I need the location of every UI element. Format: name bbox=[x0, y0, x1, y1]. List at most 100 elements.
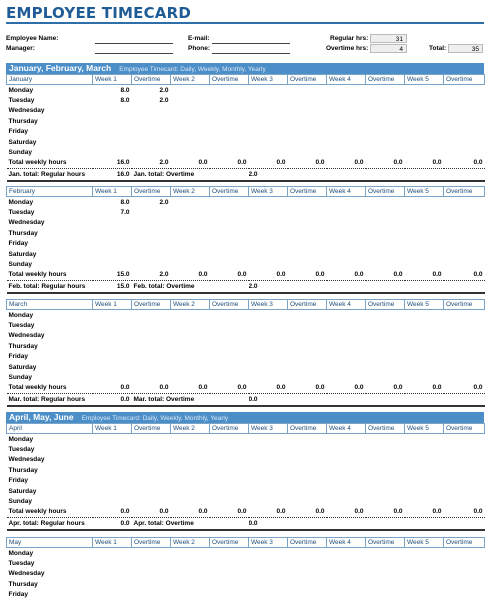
hours-cell[interactable] bbox=[405, 486, 444, 496]
hours-cell[interactable] bbox=[327, 228, 366, 238]
hours-cell[interactable] bbox=[210, 147, 249, 157]
hours-cell[interactable] bbox=[132, 127, 171, 137]
hours-cell[interactable] bbox=[444, 569, 485, 579]
hours-cell[interactable] bbox=[444, 218, 485, 228]
hours-cell[interactable] bbox=[210, 548, 249, 559]
hours-cell[interactable] bbox=[210, 362, 249, 372]
hours-cell[interactable] bbox=[171, 486, 210, 496]
hours-cell[interactable] bbox=[366, 465, 405, 475]
hours-cell[interactable] bbox=[249, 372, 288, 382]
hours-cell[interactable] bbox=[327, 320, 366, 330]
hours-cell[interactable] bbox=[249, 331, 288, 341]
hours-cell[interactable] bbox=[405, 590, 444, 600]
employee-name-field[interactable] bbox=[95, 43, 173, 44]
hours-cell[interactable] bbox=[444, 95, 485, 105]
hours-cell[interactable] bbox=[210, 239, 249, 249]
hours-cell[interactable] bbox=[444, 127, 485, 137]
hours-cell[interactable] bbox=[405, 455, 444, 465]
hours-cell[interactable] bbox=[444, 341, 485, 351]
hours-cell[interactable] bbox=[210, 95, 249, 105]
hours-cell[interactable] bbox=[288, 352, 327, 362]
hours-cell[interactable] bbox=[288, 579, 327, 589]
hours-cell[interactable] bbox=[444, 116, 485, 126]
hours-cell[interactable] bbox=[405, 558, 444, 568]
hours-cell[interactable] bbox=[132, 569, 171, 579]
hours-cell[interactable] bbox=[132, 207, 171, 217]
hours-cell[interactable] bbox=[444, 259, 485, 269]
hours-cell[interactable] bbox=[132, 228, 171, 238]
hours-cell[interactable] bbox=[366, 320, 405, 330]
hours-cell[interactable] bbox=[210, 341, 249, 351]
hours-cell[interactable] bbox=[93, 569, 132, 579]
hours-cell[interactable] bbox=[171, 548, 210, 559]
hours-cell[interactable] bbox=[249, 569, 288, 579]
hours-cell[interactable] bbox=[405, 116, 444, 126]
hours-cell[interactable] bbox=[210, 259, 249, 269]
hours-cell[interactable] bbox=[249, 455, 288, 465]
hours-cell[interactable] bbox=[93, 116, 132, 126]
hours-cell[interactable] bbox=[93, 496, 132, 506]
hours-cell[interactable] bbox=[327, 239, 366, 249]
hours-cell[interactable] bbox=[132, 434, 171, 445]
hours-cell[interactable] bbox=[93, 320, 132, 330]
hours-cell[interactable] bbox=[444, 486, 485, 496]
hours-cell[interactable] bbox=[366, 218, 405, 228]
hours-cell[interactable] bbox=[366, 372, 405, 382]
hours-cell[interactable] bbox=[93, 137, 132, 147]
hours-cell[interactable] bbox=[210, 320, 249, 330]
hours-cell[interactable] bbox=[210, 106, 249, 116]
hours-cell[interactable] bbox=[93, 590, 132, 600]
hours-cell[interactable] bbox=[405, 444, 444, 454]
hours-cell[interactable] bbox=[366, 476, 405, 486]
hours-cell[interactable] bbox=[171, 434, 210, 445]
hours-cell[interactable] bbox=[132, 106, 171, 116]
hours-cell[interactable] bbox=[249, 127, 288, 137]
hours-cell[interactable] bbox=[405, 352, 444, 362]
hours-cell[interactable] bbox=[444, 496, 485, 506]
hours-cell[interactable] bbox=[93, 362, 132, 372]
hours-cell[interactable] bbox=[366, 486, 405, 496]
hours-cell[interactable] bbox=[249, 320, 288, 330]
hours-cell[interactable] bbox=[210, 558, 249, 568]
hours-cell[interactable] bbox=[405, 476, 444, 486]
hours-cell[interactable]: 2.0 bbox=[159, 97, 169, 105]
hours-cell[interactable] bbox=[444, 228, 485, 238]
hours-cell[interactable] bbox=[249, 486, 288, 496]
hours-cell[interactable] bbox=[171, 320, 210, 330]
hours-cell[interactable] bbox=[288, 362, 327, 372]
hours-cell[interactable] bbox=[366, 590, 405, 600]
hours-cell[interactable] bbox=[171, 147, 210, 157]
hours-cell[interactable] bbox=[249, 239, 288, 249]
hours-cell[interactable] bbox=[210, 116, 249, 126]
hours-cell[interactable] bbox=[288, 331, 327, 341]
hours-cell[interactable] bbox=[366, 579, 405, 589]
hours-cell[interactable] bbox=[444, 320, 485, 330]
hours-cell[interactable] bbox=[366, 434, 405, 445]
hours-cell[interactable] bbox=[327, 116, 366, 126]
hours-cell[interactable] bbox=[132, 486, 171, 496]
hours-cell[interactable] bbox=[288, 218, 327, 228]
hours-cell[interactable] bbox=[210, 496, 249, 506]
hours-cell[interactable] bbox=[327, 137, 366, 147]
hours-cell[interactable] bbox=[288, 249, 327, 259]
hours-cell[interactable] bbox=[132, 218, 171, 228]
hours-cell[interactable] bbox=[132, 249, 171, 259]
hours-cell[interactable]: 2.0 bbox=[159, 86, 169, 94]
hours-cell[interactable] bbox=[171, 496, 210, 506]
hours-cell[interactable] bbox=[327, 590, 366, 600]
hours-cell[interactable] bbox=[405, 127, 444, 137]
hours-cell[interactable] bbox=[327, 496, 366, 506]
hours-cell[interactable] bbox=[288, 476, 327, 486]
hours-cell[interactable] bbox=[132, 137, 171, 147]
hours-cell[interactable] bbox=[405, 85, 444, 96]
hours-cell[interactable] bbox=[93, 455, 132, 465]
hours-cell[interactable] bbox=[93, 486, 132, 496]
hours-cell[interactable] bbox=[444, 239, 485, 249]
hours-cell[interactable] bbox=[327, 106, 366, 116]
hours-cell[interactable] bbox=[444, 362, 485, 372]
hours-cell[interactable] bbox=[288, 486, 327, 496]
hours-cell[interactable] bbox=[366, 106, 405, 116]
hours-cell[interactable] bbox=[249, 548, 288, 559]
hours-cell[interactable] bbox=[327, 259, 366, 269]
hours-cell[interactable] bbox=[249, 341, 288, 351]
